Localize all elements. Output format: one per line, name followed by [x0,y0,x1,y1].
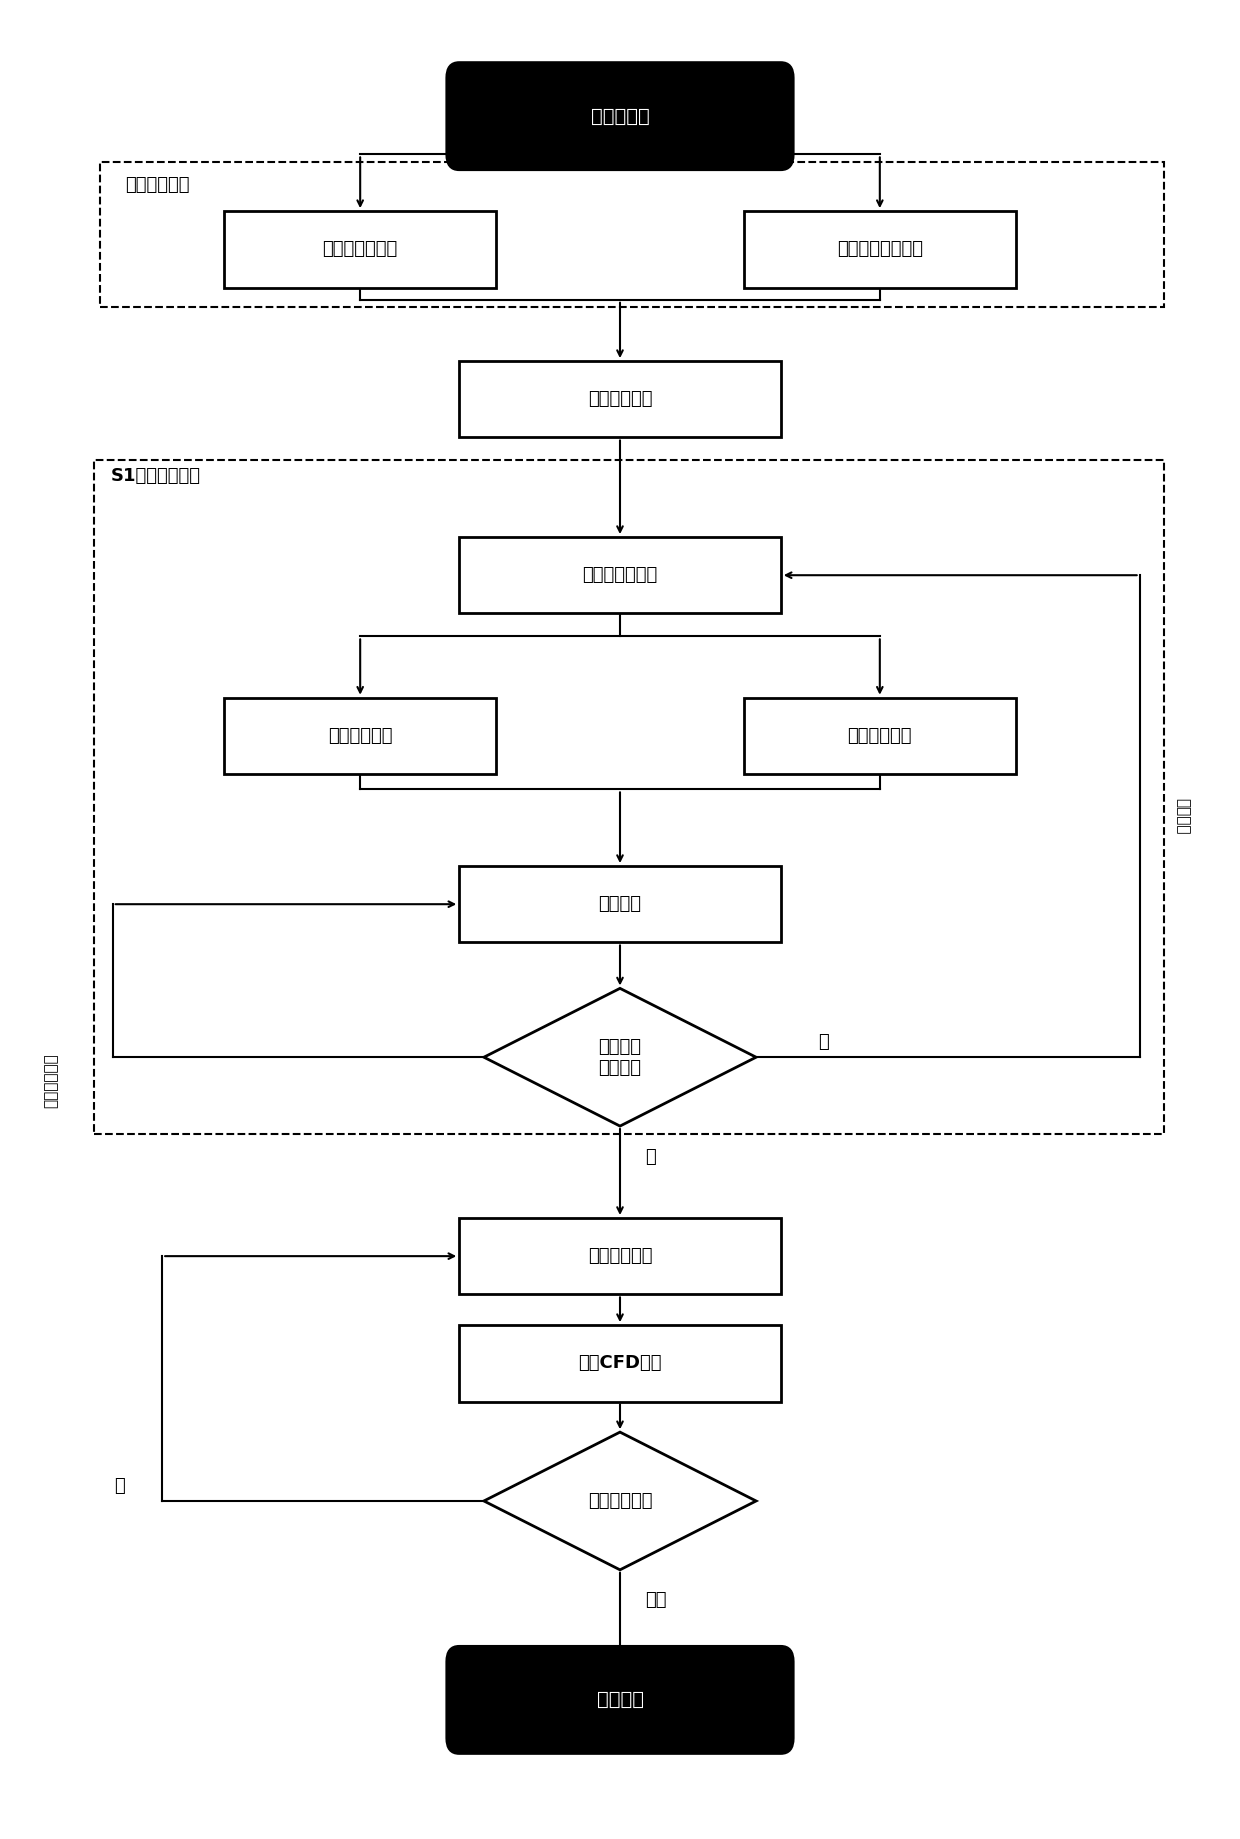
FancyBboxPatch shape [94,460,1164,1133]
Text: 目标函数调整: 目标函数调整 [43,1052,58,1107]
FancyBboxPatch shape [744,211,1016,287]
Text: 否: 否 [818,1034,828,1050]
FancyBboxPatch shape [446,1646,794,1753]
Text: 低转速性能分析: 低转速性能分析 [322,241,398,257]
Polygon shape [484,988,756,1125]
Text: 是否达到
设计要求: 是否达到 设计要求 [599,1037,641,1076]
FancyBboxPatch shape [100,162,1164,307]
Text: 三维CFD校核: 三维CFD校核 [578,1354,662,1372]
Polygon shape [484,1433,756,1571]
Text: 否: 否 [114,1477,125,1495]
Text: 关键叶型提取: 关键叶型提取 [588,390,652,408]
FancyBboxPatch shape [744,697,1016,774]
FancyBboxPatch shape [459,360,781,438]
Text: 考核气动性能: 考核气动性能 [588,1491,652,1510]
FancyBboxPatch shape [224,697,496,774]
Text: 低雷诺数特性: 低雷诺数特性 [327,726,392,745]
Text: 是: 是 [645,1148,656,1166]
Text: 生成三维叶片: 生成三维叶片 [588,1247,652,1265]
Text: S1流面叶型优化: S1流面叶型优化 [110,467,201,485]
Text: 二维叶型参数化: 二维叶型参数化 [583,566,657,585]
Text: 压气机设计: 压气机设计 [590,107,650,125]
Text: 设计转速性能分析: 设计转速性能分析 [837,241,923,257]
FancyBboxPatch shape [459,866,781,942]
Text: 叶型调整: 叶型调整 [1176,798,1190,835]
Text: 子午通流计算: 子午通流计算 [125,177,190,193]
FancyBboxPatch shape [459,537,781,614]
Text: 完成设计: 完成设计 [596,1690,644,1710]
FancyBboxPatch shape [459,1217,781,1295]
Text: 设计工况特性: 设计工况特性 [848,726,913,745]
Text: 满足: 满足 [645,1591,666,1609]
FancyBboxPatch shape [446,63,794,169]
Text: 目标函数: 目标函数 [599,896,641,914]
FancyBboxPatch shape [224,211,496,287]
FancyBboxPatch shape [459,1324,781,1401]
